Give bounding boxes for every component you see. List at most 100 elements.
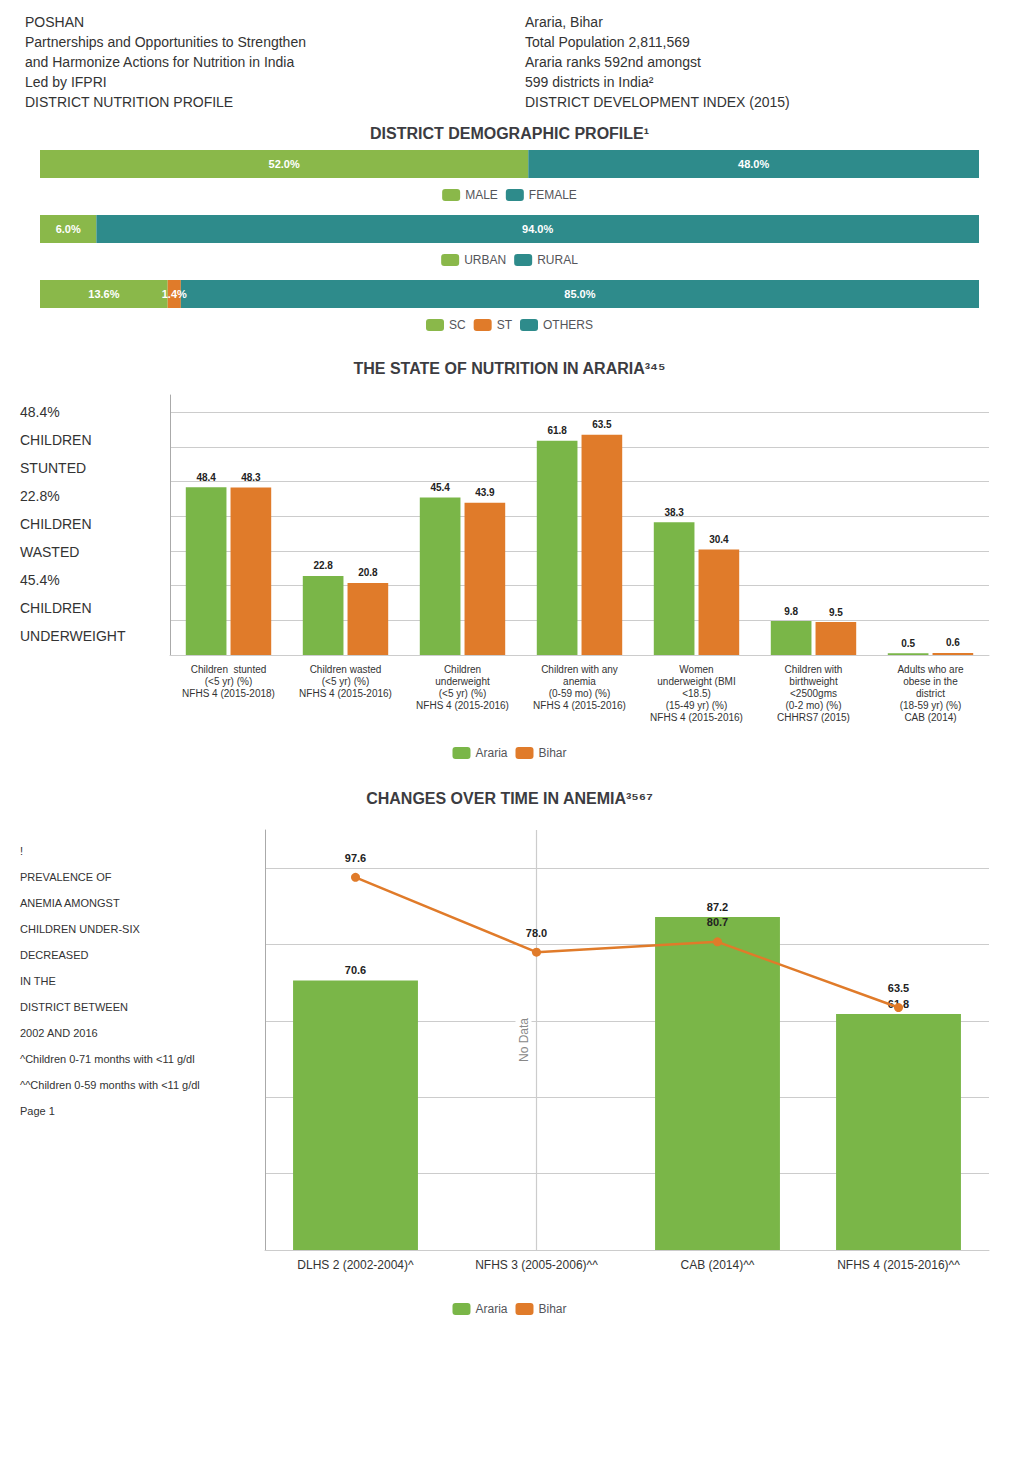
svg-text:WASTED: WASTED xyxy=(20,544,79,560)
svg-text:48.4%: 48.4% xyxy=(20,404,60,420)
svg-text:Partnerships and Opportunities: Partnerships and Opportunities to Streng… xyxy=(25,34,306,50)
svg-text:Children: Children xyxy=(444,664,481,675)
svg-text:Adults who are: Adults who are xyxy=(897,664,964,675)
svg-text:Araria: Araria xyxy=(475,746,507,760)
svg-text:70.6: 70.6 xyxy=(345,964,366,976)
svg-text:NFHS 4 (2015-2016)^^: NFHS 4 (2015-2016)^^ xyxy=(837,1258,960,1272)
svg-text:THE STATE OF NUTRITION IN ARAR: THE STATE OF NUTRITION IN ARARIA³⁴⁵ xyxy=(354,360,666,377)
svg-text:NFHS 4 (2015-2016): NFHS 4 (2015-2016) xyxy=(299,688,392,699)
svg-text:Children stunted: Children stunted xyxy=(191,664,267,675)
svg-text:NFHS 4 (2015-2016): NFHS 4 (2015-2016) xyxy=(416,700,509,711)
svg-text:(<5 yr) (%): (<5 yr) (%) xyxy=(205,676,253,687)
svg-text:Children wasted: Children wasted xyxy=(310,664,382,675)
svg-text:obese in the: obese in the xyxy=(903,676,958,687)
svg-text:CHANGES OVER TIME IN ANEMIA³⁵⁶: CHANGES OVER TIME IN ANEMIA³⁵⁶⁷ xyxy=(366,790,653,807)
svg-text:<18.5): <18.5) xyxy=(682,688,711,699)
svg-text:80.7: 80.7 xyxy=(707,916,728,928)
svg-text:48.3: 48.3 xyxy=(241,472,261,483)
svg-text:Women: Women xyxy=(679,664,713,675)
svg-text:DLHS 2 (2002-2004)^: DLHS 2 (2002-2004)^ xyxy=(297,1258,414,1272)
svg-text:DISTRICT DEMOGRAPHIC PROFILE¹: DISTRICT DEMOGRAPHIC PROFILE¹ xyxy=(370,125,649,142)
svg-text:NFHS 4 (2015-2016): NFHS 4 (2015-2016) xyxy=(650,712,743,723)
svg-text:^Children 0-71 months with <11: ^Children 0-71 months with <11 g/dl xyxy=(20,1053,195,1065)
svg-text:22.8%: 22.8% xyxy=(20,488,60,504)
svg-text:Children with any: Children with any xyxy=(541,664,618,675)
svg-text:district: district xyxy=(916,688,945,699)
svg-text:30.4: 30.4 xyxy=(709,534,729,545)
svg-text:1.4%: 1.4% xyxy=(162,288,187,300)
svg-text:NFHS 4 (2015-2018): NFHS 4 (2015-2018) xyxy=(182,688,275,699)
svg-text:Total Population 2,811,569: Total Population 2,811,569 xyxy=(525,34,690,50)
svg-text:48.0%: 48.0% xyxy=(738,158,769,170)
svg-text:IN THE: IN THE xyxy=(20,975,56,987)
svg-text:63.5: 63.5 xyxy=(888,982,909,994)
svg-text:!: ! xyxy=(20,845,23,857)
svg-text:ST: ST xyxy=(497,318,513,332)
svg-text:birthweight: birthweight xyxy=(789,676,838,687)
svg-text:(<5 yr) (%): (<5 yr) (%) xyxy=(322,676,370,687)
svg-text:and Harmonize Actions for Nutr: and Harmonize Actions for Nutrition in I… xyxy=(25,54,294,70)
svg-text:9.8: 9.8 xyxy=(784,606,798,617)
svg-text:CHILDREN: CHILDREN xyxy=(20,516,92,532)
svg-text:CHILDREN: CHILDREN xyxy=(20,432,92,448)
svg-text:PREVALENCE OF: PREVALENCE OF xyxy=(20,871,112,883)
svg-text:DISTRICT BETWEEN: DISTRICT BETWEEN xyxy=(20,1001,128,1013)
svg-text:UNDERWEIGHT: UNDERWEIGHT xyxy=(20,628,126,644)
svg-text:(15-49 yr) (%): (15-49 yr) (%) xyxy=(666,700,728,711)
svg-text:STUNTED: STUNTED xyxy=(20,460,86,476)
svg-text:anemia: anemia xyxy=(563,676,596,687)
svg-text:Araria ranks 592nd amongst: Araria ranks 592nd amongst xyxy=(525,54,701,70)
svg-text:0.6: 0.6 xyxy=(946,637,960,648)
svg-text:Bihar: Bihar xyxy=(538,1302,566,1316)
svg-text:(0-2 mo) (%): (0-2 mo) (%) xyxy=(785,700,841,711)
svg-text:<2500gms: <2500gms xyxy=(790,688,837,699)
svg-text:38.3: 38.3 xyxy=(664,507,684,518)
svg-text:599 districts in India²: 599 districts in India² xyxy=(525,74,654,90)
svg-text:13.6%: 13.6% xyxy=(88,288,119,300)
svg-text:78.0: 78.0 xyxy=(526,927,547,939)
svg-text:63.5: 63.5 xyxy=(592,419,612,430)
svg-text:FEMALE: FEMALE xyxy=(529,188,577,202)
svg-text:NFHS 4 (2015-2016): NFHS 4 (2015-2016) xyxy=(533,700,626,711)
svg-text:94.0%: 94.0% xyxy=(522,223,553,235)
svg-text:0.5: 0.5 xyxy=(901,638,915,649)
svg-text:43.9: 43.9 xyxy=(475,487,495,498)
svg-text:underweight: underweight xyxy=(435,676,490,687)
svg-text:2002 AND 2016: 2002 AND 2016 xyxy=(20,1027,98,1039)
svg-text:CAB (2014): CAB (2014) xyxy=(904,712,956,723)
svg-text:45.4: 45.4 xyxy=(430,482,450,493)
svg-text:20.8: 20.8 xyxy=(358,567,378,578)
svg-text:CHILDREN: CHILDREN xyxy=(20,600,92,616)
svg-text:CHHRS7 (2015): CHHRS7 (2015) xyxy=(777,712,850,723)
svg-text:Bihar: Bihar xyxy=(538,746,566,760)
svg-text:22.8: 22.8 xyxy=(313,560,333,571)
svg-text:85.0%: 85.0% xyxy=(564,288,595,300)
svg-text:^^Children 0-59 months with <1: ^^Children 0-59 months with <11 g/dl xyxy=(20,1079,200,1091)
svg-text:RURAL: RURAL xyxy=(537,253,578,267)
svg-text:URBAN: URBAN xyxy=(464,253,506,267)
svg-text:CAB (2014)^^: CAB (2014)^^ xyxy=(681,1258,755,1272)
svg-text:52.0%: 52.0% xyxy=(269,158,300,170)
svg-text:6.0%: 6.0% xyxy=(56,223,81,235)
svg-text:NFHS 3 (2005-2006)^^: NFHS 3 (2005-2006)^^ xyxy=(475,1258,598,1272)
svg-text:87.2: 87.2 xyxy=(707,901,728,913)
svg-text:45.4%: 45.4% xyxy=(20,572,60,588)
svg-text:SC: SC xyxy=(449,318,466,332)
svg-text:DISTRICT DEVELOPMENT INDEX (20: DISTRICT DEVELOPMENT INDEX (2015) xyxy=(525,94,790,110)
svg-text:(18-59 yr) (%): (18-59 yr) (%) xyxy=(900,700,962,711)
svg-text:61.8: 61.8 xyxy=(547,425,567,436)
svg-text:No Data: No Data xyxy=(517,1018,531,1062)
svg-text:Page 1: Page 1 xyxy=(20,1105,55,1117)
svg-text:Araria, Bihar: Araria, Bihar xyxy=(525,14,603,30)
svg-text:MALE: MALE xyxy=(465,188,498,202)
svg-text:(0-59 mo) (%): (0-59 mo) (%) xyxy=(549,688,611,699)
svg-text:9.5: 9.5 xyxy=(829,607,843,618)
svg-text:48.4: 48.4 xyxy=(196,472,216,483)
svg-text:(<5 yr) (%): (<5 yr) (%) xyxy=(439,688,487,699)
svg-text:underweight (BMI: underweight (BMI xyxy=(657,676,735,687)
svg-text:OTHERS: OTHERS xyxy=(543,318,593,332)
svg-text:DECREASED: DECREASED xyxy=(20,949,89,961)
svg-text:ANEMIA AMONGST: ANEMIA AMONGST xyxy=(20,897,120,909)
svg-text:Led by IFPRI: Led by IFPRI xyxy=(25,74,107,90)
svg-text:CHILDREN UNDER-SIX: CHILDREN UNDER-SIX xyxy=(20,923,140,935)
